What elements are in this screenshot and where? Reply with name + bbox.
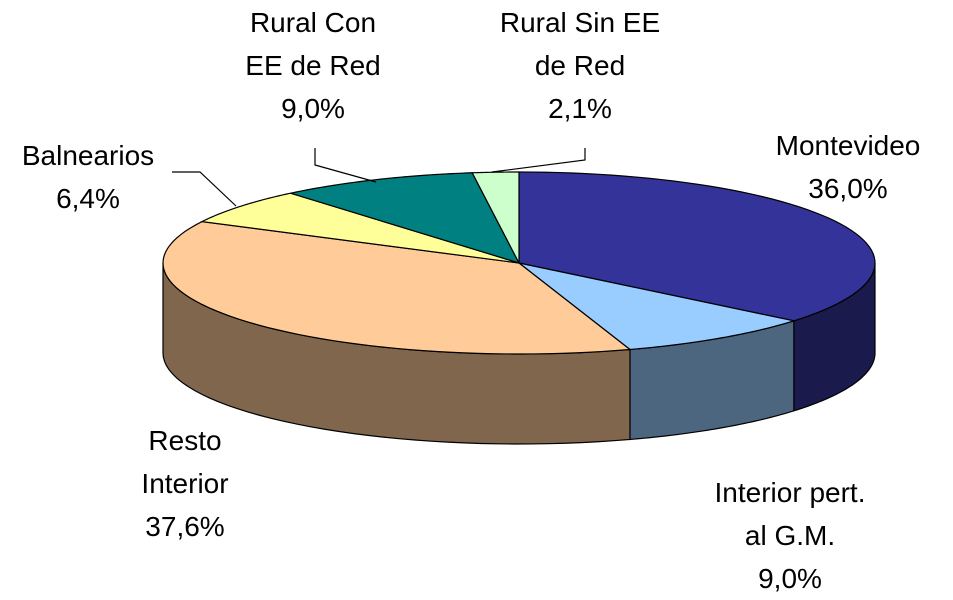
value-label: 2,1% bbox=[548, 93, 612, 124]
slice-label: Interior pert. al G.M. 9,0% bbox=[715, 471, 866, 600]
leader-line bbox=[314, 148, 377, 183]
slice-label: Balnearios 6,4% bbox=[22, 134, 154, 220]
value-label: 37,6% bbox=[145, 511, 225, 542]
slice-label: Rural Con EE de Red 9,0% bbox=[245, 1, 380, 130]
pie-slice bbox=[518, 171, 876, 322]
slice-label: Resto Interior 37,6% bbox=[141, 419, 228, 548]
value-label: 9,0% bbox=[281, 93, 345, 124]
category-label: Interior pert. al G.M. bbox=[714, 477, 866, 551]
pie-slice bbox=[518, 262, 797, 351]
pie-slice bbox=[199, 192, 520, 264]
category-label: Rural Con EE de Red bbox=[245, 7, 381, 81]
slice-label: Rural Sin EE de Red 2,1% bbox=[500, 1, 660, 130]
value-label: 6,4% bbox=[56, 183, 120, 214]
pie-slice bbox=[290, 172, 521, 264]
category-label: Rural Sin EE de Red bbox=[499, 7, 661, 81]
category-label: Resto Interior bbox=[141, 425, 229, 499]
leader-line bbox=[172, 171, 237, 207]
value-label: 36,0% bbox=[808, 173, 888, 204]
pie-slice bbox=[162, 220, 632, 355]
value-label: 9,0% bbox=[758, 563, 822, 594]
slice-label: Montevideo 36,0% bbox=[776, 124, 921, 210]
leader-line bbox=[491, 148, 586, 173]
category-label: Balnearios bbox=[21, 140, 155, 171]
category-label: Montevideo bbox=[775, 130, 921, 161]
pie-slice bbox=[471, 171, 520, 264]
